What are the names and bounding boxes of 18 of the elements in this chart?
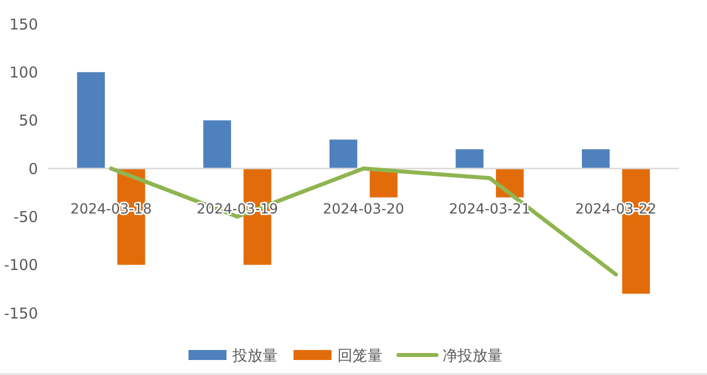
y-tick-label: 0	[28, 160, 38, 178]
legend-label: 回笼量	[338, 346, 382, 364]
y-tick-label: 150	[9, 15, 38, 34]
bar	[203, 120, 232, 168]
y-tick-label: 100	[9, 63, 38, 82]
bar	[456, 149, 484, 168]
x-tick-label: 2024-03-19	[196, 201, 278, 218]
y-tick-label: 50	[18, 112, 38, 130]
bar	[582, 149, 610, 168]
x-tick-label: 2024-03-21	[449, 201, 530, 218]
y-tick-label: -50	[14, 208, 38, 226]
x-tick-label: 2024-03-20	[322, 201, 404, 218]
legend-label: 投放量	[232, 346, 278, 364]
y-tick-label: -150	[4, 304, 38, 322]
bar	[77, 72, 105, 168]
legend-label: 净投放量	[442, 346, 502, 364]
y-tick-label: -100	[4, 256, 38, 274]
bar	[329, 140, 358, 168]
